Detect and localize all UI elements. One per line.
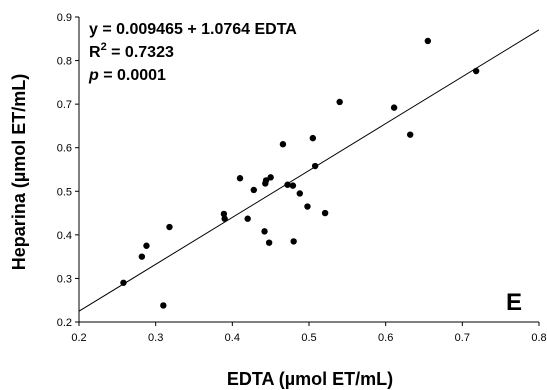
data-point (304, 203, 311, 210)
data-point (220, 210, 228, 218)
y-axis-label: Heparina (µmol ET/mL) (9, 74, 29, 270)
y-tick-label: 0.2 (57, 317, 72, 329)
y-tick-label: 0.8 (57, 56, 72, 68)
y-tick-label: 0.5 (57, 186, 72, 198)
data-point (289, 182, 297, 189)
r-squared-superscript: 2 (101, 41, 107, 53)
r-squared-prefix: R (89, 44, 101, 61)
data-point (267, 174, 274, 181)
y-tick-label: 0.3 (57, 273, 72, 285)
x-tick-label: 0.7 (455, 332, 470, 344)
data-point (321, 209, 329, 217)
y-tick-label: 0.6 (57, 143, 72, 155)
panel-label: E (506, 289, 522, 316)
data-point (166, 223, 173, 231)
data-point (250, 186, 257, 194)
data-point (236, 175, 244, 182)
x-axis-label: EDTA (µmol ET/mL) (227, 369, 393, 389)
x-tick-label: 0.2 (71, 332, 86, 344)
data-point (265, 239, 273, 246)
y-ticks: 0.2 0.3 0.4 0.5 0.6 0.7 0.8 0.9 (57, 12, 79, 329)
data-point (143, 242, 150, 249)
y-tick-label: 0.4 (57, 230, 72, 242)
data-point (261, 228, 268, 235)
data-point (244, 215, 251, 222)
x-tick-label: 0.3 (148, 332, 163, 344)
data-points (120, 37, 480, 309)
x-tick-label: 0.5 (301, 332, 316, 344)
data-point (296, 190, 303, 197)
data-point (290, 238, 297, 245)
data-point (311, 162, 319, 170)
axes (78, 17, 539, 323)
r-squared-value: = 0.7323 (107, 44, 174, 61)
data-point (262, 177, 270, 184)
data-point (120, 279, 127, 286)
x-tick-label: 0.8 (531, 332, 546, 344)
regression-line (78, 29, 540, 312)
p-value: = 0.0001 (99, 67, 166, 84)
data-point (390, 104, 398, 111)
p-value-label: p = 0.0001 (88, 67, 166, 84)
data-point (472, 67, 480, 75)
x-ticks: 0.2 0.3 0.4 0.5 0.6 0.7 0.8 (71, 322, 547, 344)
data-point (424, 37, 432, 45)
data-point (336, 98, 343, 106)
p-symbol: p (88, 67, 99, 84)
data-point (138, 253, 146, 260)
y-tick-label: 0.7 (57, 99, 72, 111)
data-point (284, 181, 291, 188)
data-point (309, 134, 317, 142)
r-squared-label: R2 = 0.7323 (89, 41, 174, 61)
data-point (279, 141, 287, 148)
data-point (221, 215, 228, 222)
y-tick-label: 0.9 (57, 12, 72, 24)
data-point (160, 302, 167, 309)
data-point (407, 131, 414, 138)
x-tick-label: 0.6 (378, 332, 393, 344)
regression-equation: y = 0.009465 + 1.0764 EDTA (89, 21, 297, 38)
x-tick-label: 0.4 (225, 332, 240, 344)
